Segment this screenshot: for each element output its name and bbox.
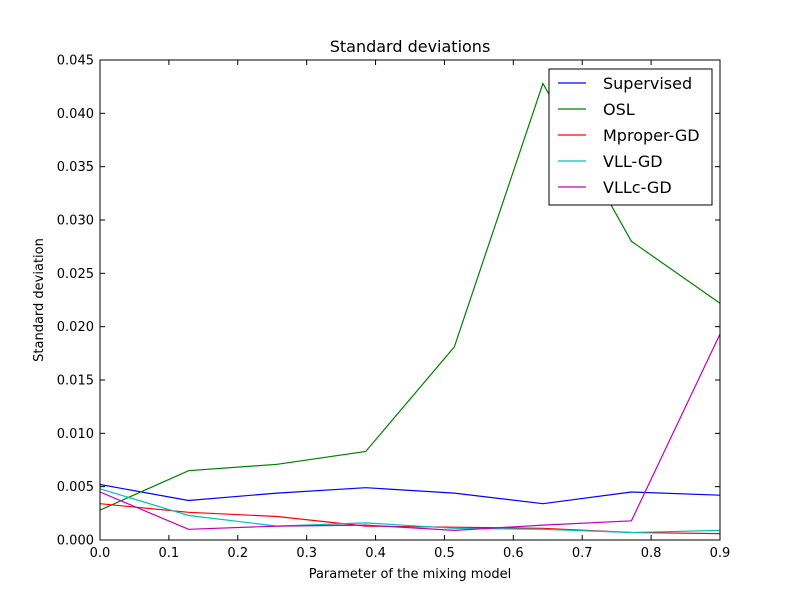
series-line-osl <box>99 82 721 511</box>
legend-label-osl: OSL <box>603 100 635 119</box>
x-tick-label: 0.7 <box>572 546 593 561</box>
series-layer <box>99 82 721 535</box>
y-tick-label: 0.040 <box>57 107 94 122</box>
legend-label-vllc-gd: VLLc-GD <box>603 178 672 197</box>
y-tick-label: 0.015 <box>57 374 94 389</box>
legend-label-supervised: Supervised <box>603 74 692 93</box>
x-tick-label: 0.3 <box>296 546 317 561</box>
y-tick-label: 0.035 <box>57 160 94 175</box>
x-axis-title: Parameter of the mixing model <box>309 567 512 582</box>
legend-box <box>548 68 713 206</box>
y-tick-label: 0.005 <box>57 480 94 495</box>
x-tick-label: 0.2 <box>227 546 248 561</box>
x-tick-label: 0.1 <box>159 546 180 561</box>
y-tick-label: 0.020 <box>57 320 94 335</box>
x-tick-label: 0.8 <box>641 546 662 561</box>
legend-label-vll-gd: VLL-GD <box>603 152 663 171</box>
x-tick-label: 0.9 <box>710 546 731 561</box>
series-line-vll-gd <box>99 488 721 534</box>
y-tick-label: 0.000 <box>57 534 94 549</box>
y-tick-label: 0.010 <box>57 427 94 442</box>
x-tick-label: 0.4 <box>365 546 386 561</box>
legend: Supervised OSL Mproper-GD VLL-GD VLLc-GD <box>548 68 713 206</box>
y-tick-label: 0.045 <box>57 54 94 69</box>
legend-label-mproper-gd: Mproper-GD <box>603 126 700 145</box>
ticks-layer: 0.0 0.1 0.2 0.3 0.4 0.5 0.6 0.7 0.8 0.9 0.000 0.005… <box>57 54 731 562</box>
x-tick-label: 0.5 <box>434 546 455 561</box>
plot-frame <box>99 59 721 541</box>
series-line-vllc-gd <box>99 333 721 532</box>
chart-title: Standard deviations <box>330 37 491 56</box>
y-tick-label: 0.030 <box>57 214 94 229</box>
y-tick-label: 0.025 <box>57 267 94 282</box>
x-tick-label: 0.6 <box>503 546 524 561</box>
series-line-supervised <box>99 483 721 505</box>
y-axis-title: Standard deviation <box>32 238 47 362</box>
x-tick-label: 0.0 <box>90 546 111 561</box>
